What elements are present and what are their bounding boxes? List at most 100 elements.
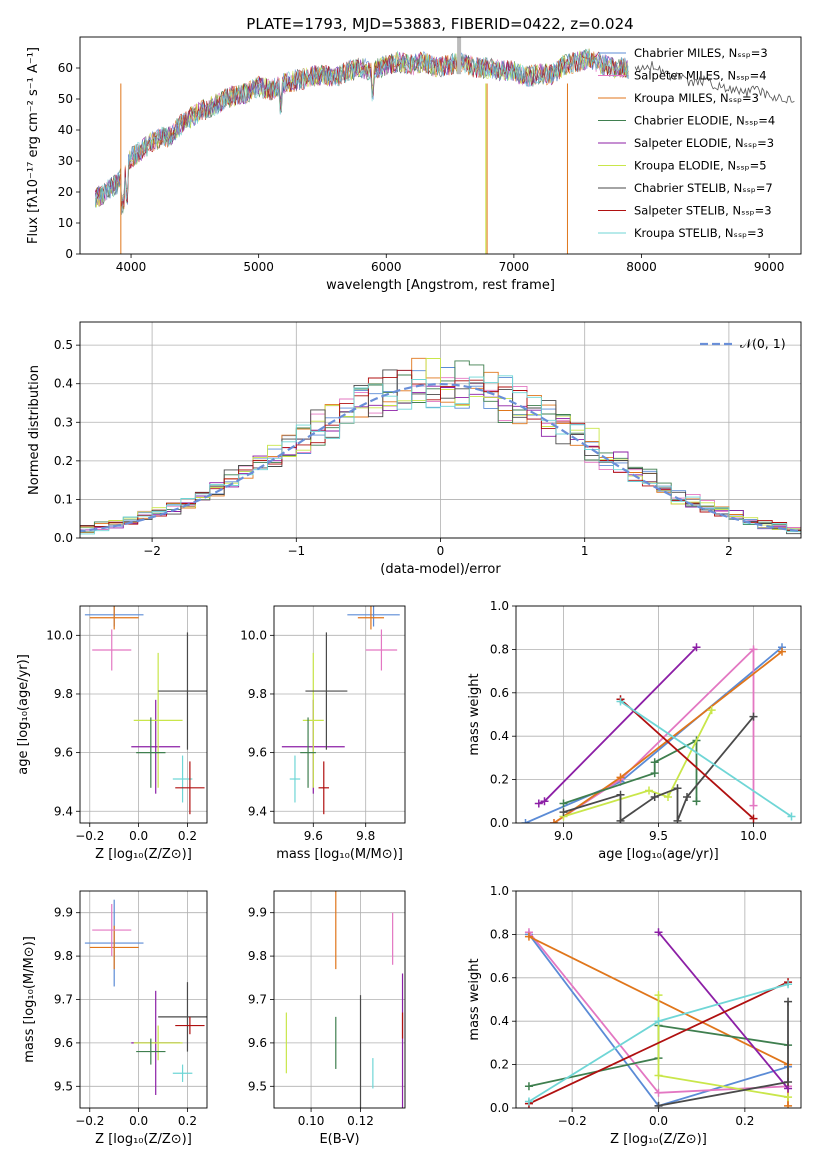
x-tick-label: 0.0 (129, 829, 148, 843)
weight-marker-kroupa_elodie (645, 786, 653, 795)
weight-marker-kroupa_miles (550, 819, 558, 823)
y-tick-label: 9.8 (248, 949, 267, 963)
x-tick-label: 5000 (243, 260, 274, 274)
legend-label: Kroupa STELIB, Nₛₛₚ=3 (634, 226, 764, 240)
weight-marker-chabrier_stelib (673, 816, 682, 823)
y-tick-label: 60 (58, 61, 73, 75)
spectrum-legend: Chabrier MILES, Nₛₛₚ=3 Salpeter MILES, Nₛ… (598, 46, 775, 240)
spectrum-lines (95, 37, 795, 254)
errorbar-points (285, 891, 404, 1108)
y-tick-label: 50 (58, 92, 73, 106)
weight-line-kroupa_stelib (619, 700, 793, 818)
spectrum-panel: 4000 5000 6000 7000 8000 9000 0 10 20 30 40 50 60 wav… (26, 36, 802, 293)
x-axis-label: Z [log₁₀(Z/Z⊙)] (95, 1132, 192, 1147)
legend-label: Chabrier MILES, Nₛₛₚ=3 (634, 46, 768, 60)
weight-line-salpeter_stelib (528, 981, 789, 1105)
errorbar-points (281, 606, 400, 815)
weight-line-salpeter_elodie (657, 931, 789, 1090)
y-axis-label: age [log₁₀(age/yr)] (16, 654, 31, 775)
histogram-kroupa_stelib (80, 375, 801, 535)
age-vs-mass-panel: 9.6 9.8 9.4 9.6 9.8 10.0 mass [log₁₀(M/M⊙)] (240, 605, 406, 862)
y-tick-label: 0.0 (490, 1101, 509, 1115)
y-tick-label: 0.8 (490, 927, 509, 941)
y-axis-label: mass [log₁₀(M/M⊙)] (22, 936, 37, 1063)
y-axis-label: mass weight (467, 958, 482, 1040)
axes-frame (79, 890, 208, 1109)
x-tick-label: 9.0 (554, 829, 573, 843)
weight-marker-chabrier_elodie (650, 758, 659, 767)
x-tick-label: −1 (287, 544, 305, 558)
x-tick-label: 9.5 (649, 829, 668, 843)
weight-marker-salpeter_elodie (692, 643, 701, 652)
age-vs-metallicity-panel: −0.2 0.0 0.2 9.4 9.6 9.8 10.0 Z [log₁₀(Z/Z⊙)] ag… (16, 605, 208, 862)
errorbar-points (84, 899, 207, 1095)
y-axis-label: Flux [fλ10⁻¹⁷ erg cm⁻² s⁻¹ A⁻¹] (26, 47, 41, 244)
histogram-steps (80, 357, 801, 535)
weight-line-kroupa_elodie (563, 709, 713, 818)
y-tick-label: 9.9 (54, 906, 73, 920)
weight-marker-chabrier_stelib (784, 997, 793, 1006)
x-tick-label: 9.6 (304, 829, 323, 843)
x-tick-label: 0.2 (735, 1114, 754, 1128)
y-tick-label: 0.8 (490, 642, 509, 656)
spectrum-line-kroupa_stelib (95, 48, 629, 208)
y-tick-label: 0.5 (54, 338, 73, 352)
y-tick-label: 9.8 (54, 687, 73, 701)
spectrum-line-salpeter_stelib (95, 51, 629, 208)
weight-marker-kroupa_stelib (616, 697, 625, 706)
weight-marker-chabrier_miles (521, 819, 530, 823)
y-tick-label: 9.6 (248, 746, 267, 760)
x-tick-label: −0.2 (75, 1114, 104, 1128)
weight-line-chabrier_stelib (563, 716, 755, 823)
weight-marker-chabrier_stelib (749, 712, 758, 721)
y-tick-label: 10 (58, 216, 73, 230)
weight-marker-kroupa_miles (784, 1101, 793, 1108)
y-tick-label: 9.7 (54, 993, 73, 1007)
weight-marker-salpeter_miles (749, 645, 758, 654)
residual-histogram-panel: −2 −1 0 1 2 0.0 0.1 0.2 0.3 0.4 0.5 (data-model)/er… (27, 321, 802, 577)
axes-frame (273, 890, 406, 1109)
y-tick-label: 10.0 (240, 628, 267, 642)
y-tick-label: 1.0 (490, 884, 509, 898)
x-axis-label: mass [log₁₀(M/M⊙)] (276, 847, 403, 862)
y-tick-label: 1.0 (490, 599, 509, 613)
x-tick-label: 9.8 (356, 829, 375, 843)
x-tick-label: 2 (725, 544, 733, 558)
weight-marker-kroupa_stelib (654, 1017, 663, 1026)
y-tick-label: 0.4 (490, 729, 509, 743)
weight-marker-chabrier_stelib (784, 1077, 793, 1086)
x-tick-label: 0.12 (347, 1114, 374, 1128)
y-tick-label: 0.6 (490, 971, 509, 985)
y-tick-label: 9.6 (54, 746, 73, 760)
x-tick-label: 8000 (626, 260, 657, 274)
x-tick-label: 10.0 (740, 829, 767, 843)
x-tick-label: −0.2 (75, 829, 104, 843)
y-tick-label: 9.6 (248, 1036, 267, 1050)
axes-frame (515, 890, 802, 1109)
weight-marker-kroupa_elodie (664, 792, 672, 801)
y-tick-label: 0.4 (490, 1014, 509, 1028)
legend-label: 𝒩(0, 1) (740, 336, 786, 351)
weight-marker-kroupa_miles (778, 647, 786, 656)
x-axis-label: (data-model)/error (380, 562, 501, 577)
weight-marker-chabrier_stelib (650, 792, 659, 801)
y-tick-label: 0.1 (54, 492, 73, 506)
x-tick-label: −0.2 (558, 1114, 587, 1128)
legend-label: Kroupa ELODIE, Nₛₛₚ=5 (634, 159, 767, 173)
weight-marker-chabrier_stelib (683, 792, 691, 801)
weight-lines (524, 928, 793, 1108)
x-tick-label: 0.2 (178, 829, 197, 843)
weight-marker-chabrier_elodie (650, 769, 659, 778)
y-tick-label: 0 (65, 247, 73, 261)
x-tick-label: 9000 (754, 260, 785, 274)
weight-marker-chabrier_stelib (673, 784, 682, 793)
weight-line-salpeter_miles (553, 647, 755, 823)
weight-marker-kroupa_miles (524, 932, 533, 941)
y-tick-label: 0.2 (490, 773, 509, 787)
y-tick-label: 10.0 (46, 628, 73, 642)
mass-vs-metallicity-panel: −0.2 0.0 0.2 9.5 9.6 9.7 9.8 9.9 Z [log₁₀(Z/Z⊙)]… (22, 890, 208, 1147)
y-tick-label: 0.6 (490, 686, 509, 700)
axes-frame (273, 605, 406, 824)
spectrum-emission (457, 37, 462, 75)
